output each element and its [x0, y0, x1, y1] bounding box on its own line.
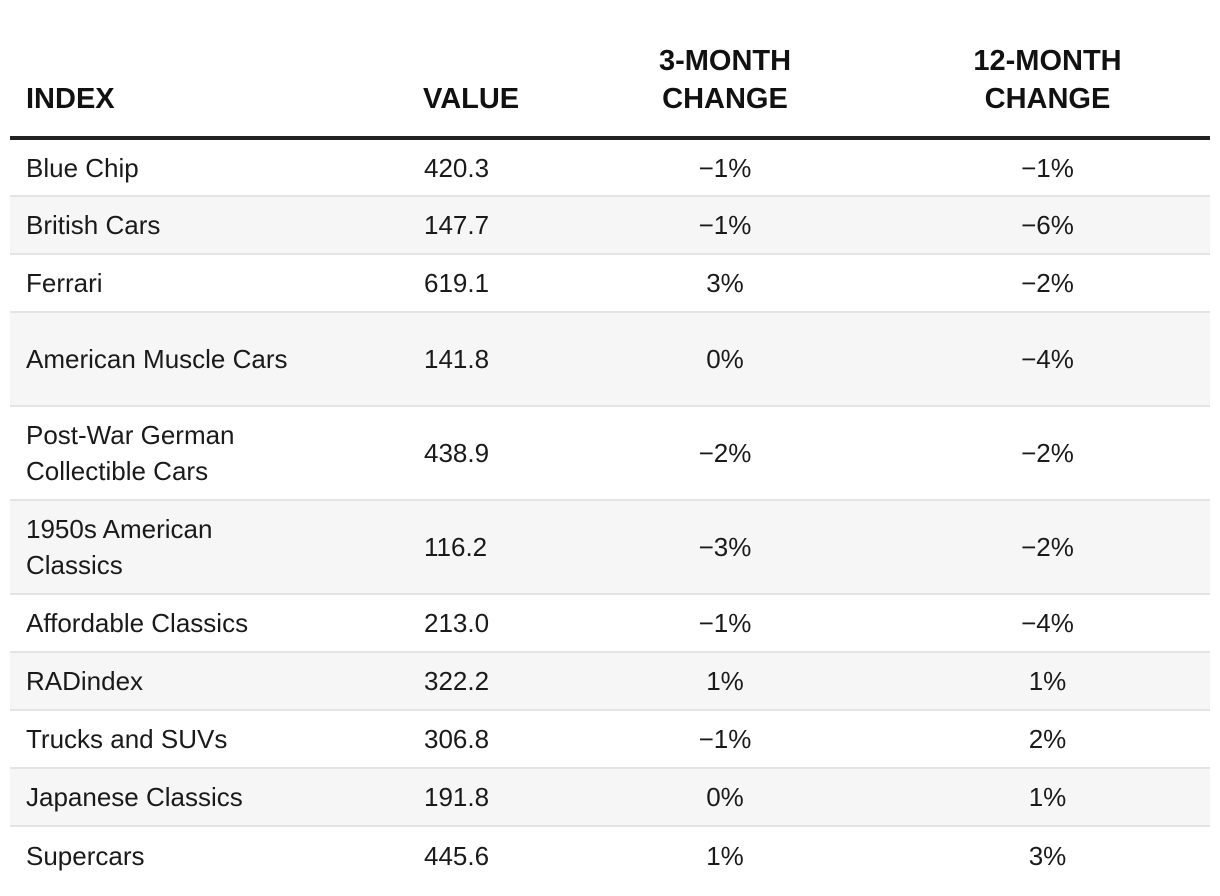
cell-12-month-change: −4%	[885, 594, 1210, 653]
cell-value: 420.3	[340, 138, 565, 197]
column-header-index: INDEX	[10, 0, 340, 140]
cell-index: Affordable Classics	[10, 594, 340, 653]
index-table-container: INDEX VALUE 3-MONTH CHANGE 12-MONTH CHAN…	[10, 0, 1210, 884]
cell-value: 322.2	[340, 652, 565, 711]
cell-value: 619.1	[340, 254, 565, 313]
cell-3-month-change: −1%	[565, 138, 885, 197]
table-row: Japanese Classics 191.8 0% 1%	[10, 768, 1210, 827]
cell-12-month-change: −2%	[885, 406, 1210, 501]
cell-index: British Cars	[10, 196, 340, 255]
cell-12-month-change: −4%	[885, 312, 1210, 407]
cell-index: American Muscle Cars	[10, 312, 340, 407]
cell-12-month-change: −2%	[885, 254, 1210, 313]
cell-3-month-change: 1%	[565, 652, 885, 711]
column-header-3-month-change: 3-MONTH CHANGE	[565, 0, 885, 140]
table-row: American Muscle Cars 141.8 0% −4%	[10, 312, 1210, 407]
table-row: Affordable Classics 213.0 −1% −4%	[10, 594, 1210, 653]
table-row: Post-War German Collectible Cars 438.9 −…	[10, 406, 1210, 501]
table-row: Trucks and SUVs 306.8 −1% 2%	[10, 710, 1210, 769]
cell-value: 116.2	[340, 500, 565, 595]
cell-3-month-change: −1%	[565, 196, 885, 255]
cell-12-month-change: −6%	[885, 196, 1210, 255]
table-row: 1950s American Classics 116.2 −3% −2%	[10, 500, 1210, 595]
cell-index: Trucks and SUVs	[10, 710, 340, 769]
cell-12-month-change: 3%	[885, 826, 1210, 884]
table-row: RADindex 322.2 1% 1%	[10, 652, 1210, 711]
cell-3-month-change: −1%	[565, 594, 885, 653]
table-body: Blue Chip 420.3 −1% −1% British Cars 147…	[10, 138, 1210, 884]
cell-value: 191.8	[340, 768, 565, 827]
cell-value: 213.0	[340, 594, 565, 653]
cell-12-month-change: 1%	[885, 768, 1210, 827]
cell-index: RADindex	[10, 652, 340, 711]
cell-value: 141.8	[340, 312, 565, 407]
index-table: INDEX VALUE 3-MONTH CHANGE 12-MONTH CHAN…	[10, 0, 1210, 884]
cell-value: 147.7	[340, 196, 565, 255]
cell-value: 306.8	[340, 710, 565, 769]
table-header: INDEX VALUE 3-MONTH CHANGE 12-MONTH CHAN…	[10, 0, 1210, 140]
table-row: Blue Chip 420.3 −1% −1%	[10, 138, 1210, 197]
table-row: Ferrari 619.1 3% −2%	[10, 254, 1210, 313]
cell-index: 1950s American Classics	[10, 500, 340, 595]
cell-3-month-change: 0%	[565, 768, 885, 827]
cell-index: Japanese Classics	[10, 768, 340, 827]
cell-3-month-change: −1%	[565, 710, 885, 769]
cell-3-month-change: −3%	[565, 500, 885, 595]
cell-index: Ferrari	[10, 254, 340, 313]
column-header-12-month-line-2: CHANGE	[984, 83, 1111, 115]
header-row: INDEX VALUE 3-MONTH CHANGE 12-MONTH CHAN…	[10, 0, 1210, 140]
column-header-12-month-change: 12-MONTH CHANGE	[885, 0, 1210, 140]
table-row: Supercars 445.6 1% 3%	[10, 826, 1210, 884]
cell-12-month-change: −2%	[885, 500, 1210, 595]
cell-3-month-change: 3%	[565, 254, 885, 313]
cell-value: 438.9	[340, 406, 565, 501]
column-header-3-month-line-2: CHANGE	[662, 83, 788, 115]
column-header-12-month-line-1: 12-MONTH	[973, 45, 1122, 77]
cell-index: Supercars	[10, 826, 340, 884]
cell-12-month-change: 2%	[885, 710, 1210, 769]
cell-value: 445.6	[340, 826, 565, 884]
cell-index: Post-War German Collectible Cars	[10, 406, 340, 501]
cell-3-month-change: −2%	[565, 406, 885, 501]
cell-3-month-change: 0%	[565, 312, 885, 407]
cell-3-month-change: 1%	[565, 826, 885, 884]
column-header-3-month-line-1: 3-MONTH	[658, 45, 792, 77]
column-header-index-label: INDEX	[26, 83, 115, 115]
cell-12-month-change: 1%	[885, 652, 1210, 711]
cell-12-month-change: −1%	[885, 138, 1210, 197]
table-row: British Cars 147.7 −1% −6%	[10, 196, 1210, 255]
column-header-value: VALUE	[340, 0, 565, 140]
column-header-value-label: VALUE	[423, 83, 520, 115]
cell-index: Blue Chip	[10, 138, 340, 197]
